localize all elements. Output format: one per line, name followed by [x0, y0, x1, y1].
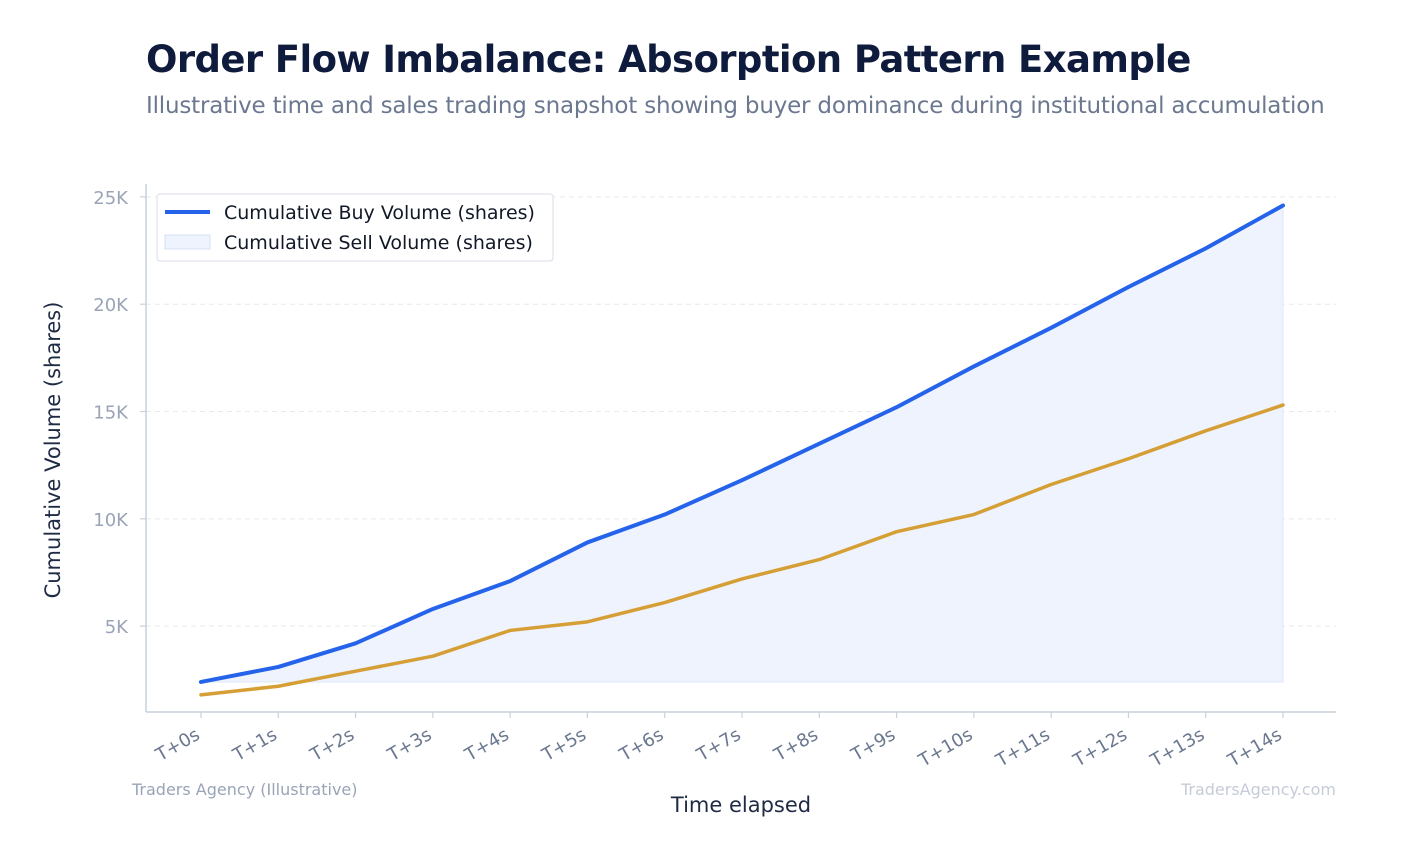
legend-box	[156, 193, 554, 262]
x-axis-label: Time elapsed	[670, 793, 811, 817]
x-tick-label-10: T+10s	[914, 724, 976, 772]
y-tick-label-2: 15K	[93, 403, 129, 424]
x-tick-label-1: T+1s	[229, 724, 281, 766]
x-tick-label-2: T+2s	[306, 724, 358, 766]
shaded-area	[200, 204, 1284, 683]
x-tick-label-5: T+5s	[538, 724, 590, 766]
footer-source: Traders Agency (Illustrative)	[132, 780, 358, 799]
axes	[140, 184, 1336, 718]
y-tick-label-1: 10K	[93, 510, 129, 531]
x-tick-label-12: T+12s	[1069, 724, 1131, 772]
chart-title: Order Flow Imbalance: Absorption Pattern…	[146, 38, 1191, 81]
x-tick-label-14: T+14s	[1224, 724, 1286, 772]
x-tick-label-13: T+13s	[1146, 724, 1208, 772]
y-tick-label-0: 5K	[105, 617, 129, 638]
footer-watermark: TradersAgency.com	[1180, 780, 1336, 799]
x-tick-label-0: T+0s	[151, 724, 203, 766]
x-tick-label-7: T+7s	[692, 724, 744, 766]
series-lines	[199, 203, 1285, 697]
x-tick-labels: T+0s T+1s T+2s T+3s T+4s T+5s T+6s T+7s T+8s T+9s…	[151, 724, 1285, 772]
x-tick-label-6: T+6s	[615, 724, 667, 766]
x-tick-label-9: T+9s	[847, 724, 899, 766]
legend: Cumulative Buy Volume (shares) Cumulativ…	[156, 193, 554, 262]
y-axis-label: Cumulative Volume (shares)	[41, 302, 65, 599]
y-tick-label-4: 25K	[93, 188, 129, 209]
x-tick-label-3: T+3s	[383, 724, 435, 766]
legend-area-swatch	[164, 234, 211, 250]
chart-subtitle: Illustrative time and sales trading snap…	[146, 93, 1325, 119]
y-tick-labels: 5K 10K 15K 20K 25K	[93, 188, 129, 638]
x-tick-label-11: T+11s	[992, 724, 1054, 772]
legend-buy-label: Cumulative Buy Volume (shares)	[224, 202, 535, 224]
legend-sell-label: Cumulative Sell Volume (shares)	[224, 232, 533, 254]
x-tick-label-4: T+4s	[461, 724, 513, 766]
area-layer	[200, 204, 1284, 683]
x-tick-label-8: T+8s	[770, 724, 822, 766]
y-tick-label-3: 20K	[93, 295, 129, 316]
